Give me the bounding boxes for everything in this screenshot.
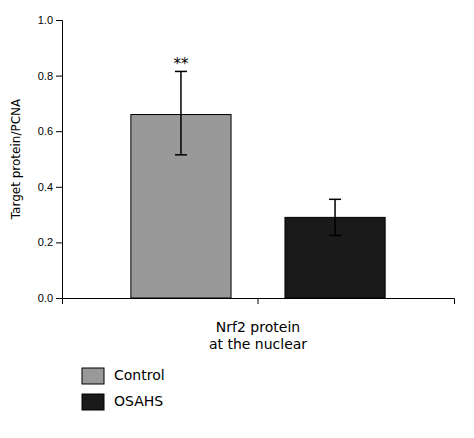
- legend-label: Control: [114, 367, 165, 383]
- chart: 0.0 0.2 0.4 0.6 0.8 1.0 ** Target protein/PCNA N…: [0, 0, 474, 438]
- y-axis-title: Target protein/PCNA: [9, 98, 23, 220]
- legend-item: OSAHS: [82, 393, 163, 410]
- y-tick-mark: [56, 76, 62, 77]
- x-tick-mark: [258, 298, 259, 304]
- y-tick-label: 0.4: [38, 181, 53, 193]
- y-tick-label: 1.0: [38, 14, 53, 26]
- y-tick-label: 0.8: [38, 70, 53, 82]
- y-axis: 0.0 0.2 0.4 0.6 0.8 1.0: [38, 14, 63, 304]
- y-tick-label: 0.2: [38, 236, 53, 248]
- legend: Control OSAHS: [82, 367, 165, 410]
- error-cap-lower: [329, 235, 341, 237]
- y-axis-line: [56, 21, 63, 299]
- y-tick: 0.6: [38, 125, 62, 137]
- error-cap-lower: [175, 154, 187, 156]
- y-tick-mark: [56, 187, 62, 188]
- y-tick-mark: [56, 20, 62, 21]
- x-tick: [258, 298, 259, 304]
- legend-swatch: [82, 394, 104, 410]
- y-tick-mark: [56, 242, 62, 243]
- y-tick: 0.8: [38, 70, 62, 82]
- y-tick: 0.0: [38, 292, 62, 304]
- marks: [131, 71, 385, 298]
- error-bar: [334, 199, 336, 235]
- plot: 0.0 0.2 0.4 0.6 0.8 1.0 **: [38, 14, 455, 304]
- y-tick: 0.2: [38, 236, 62, 248]
- y-tick: 0.4: [38, 181, 62, 193]
- y-tick: 1.0: [38, 14, 62, 26]
- legend-swatch: [82, 368, 104, 384]
- y-tick-label: 0.6: [38, 125, 53, 137]
- error-bar: [180, 71, 182, 154]
- y-tick-label: 0.0: [38, 292, 53, 304]
- y-tick-mark: [56, 298, 62, 299]
- x-axis: [63, 298, 455, 304]
- x-axis-title: Nrf2 proteinat the nuclear: [209, 319, 307, 352]
- annotation: **: [173, 55, 189, 73]
- x-axis-line: [63, 299, 455, 305]
- y-tick-mark: [56, 131, 62, 132]
- legend-item: Control: [82, 367, 165, 384]
- error-cap-upper: [329, 199, 341, 201]
- legend-label: OSAHS: [114, 393, 163, 409]
